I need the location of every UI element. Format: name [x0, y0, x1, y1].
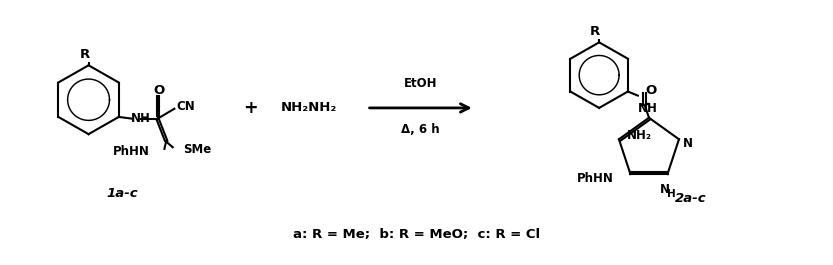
Text: a: R = Me;  b: R = MeO;  c: R = Cl: a: R = Me; b: R = MeO; c: R = Cl: [293, 228, 540, 241]
Text: O: O: [646, 84, 657, 97]
Text: 2a-c: 2a-c: [675, 192, 706, 205]
Text: PhHN: PhHN: [112, 145, 149, 158]
Text: PhHN: PhHN: [577, 172, 614, 185]
Text: R: R: [590, 25, 600, 38]
Text: SMe: SMe: [182, 143, 211, 156]
Text: N: N: [683, 137, 693, 150]
Text: NH₂NH₂: NH₂NH₂: [281, 101, 337, 114]
Text: R: R: [79, 48, 89, 61]
Text: NH: NH: [638, 102, 658, 115]
Text: O: O: [153, 84, 164, 97]
Text: +: +: [243, 99, 257, 117]
Text: 1a-c: 1a-c: [106, 187, 137, 200]
Text: CN: CN: [176, 100, 195, 113]
Text: H: H: [667, 189, 676, 199]
Text: NH₂: NH₂: [627, 129, 652, 142]
Text: NH: NH: [132, 112, 151, 125]
Text: N: N: [660, 183, 670, 196]
Text: EtOH: EtOH: [404, 77, 437, 90]
Text: Δ, 6 h: Δ, 6 h: [402, 123, 440, 136]
